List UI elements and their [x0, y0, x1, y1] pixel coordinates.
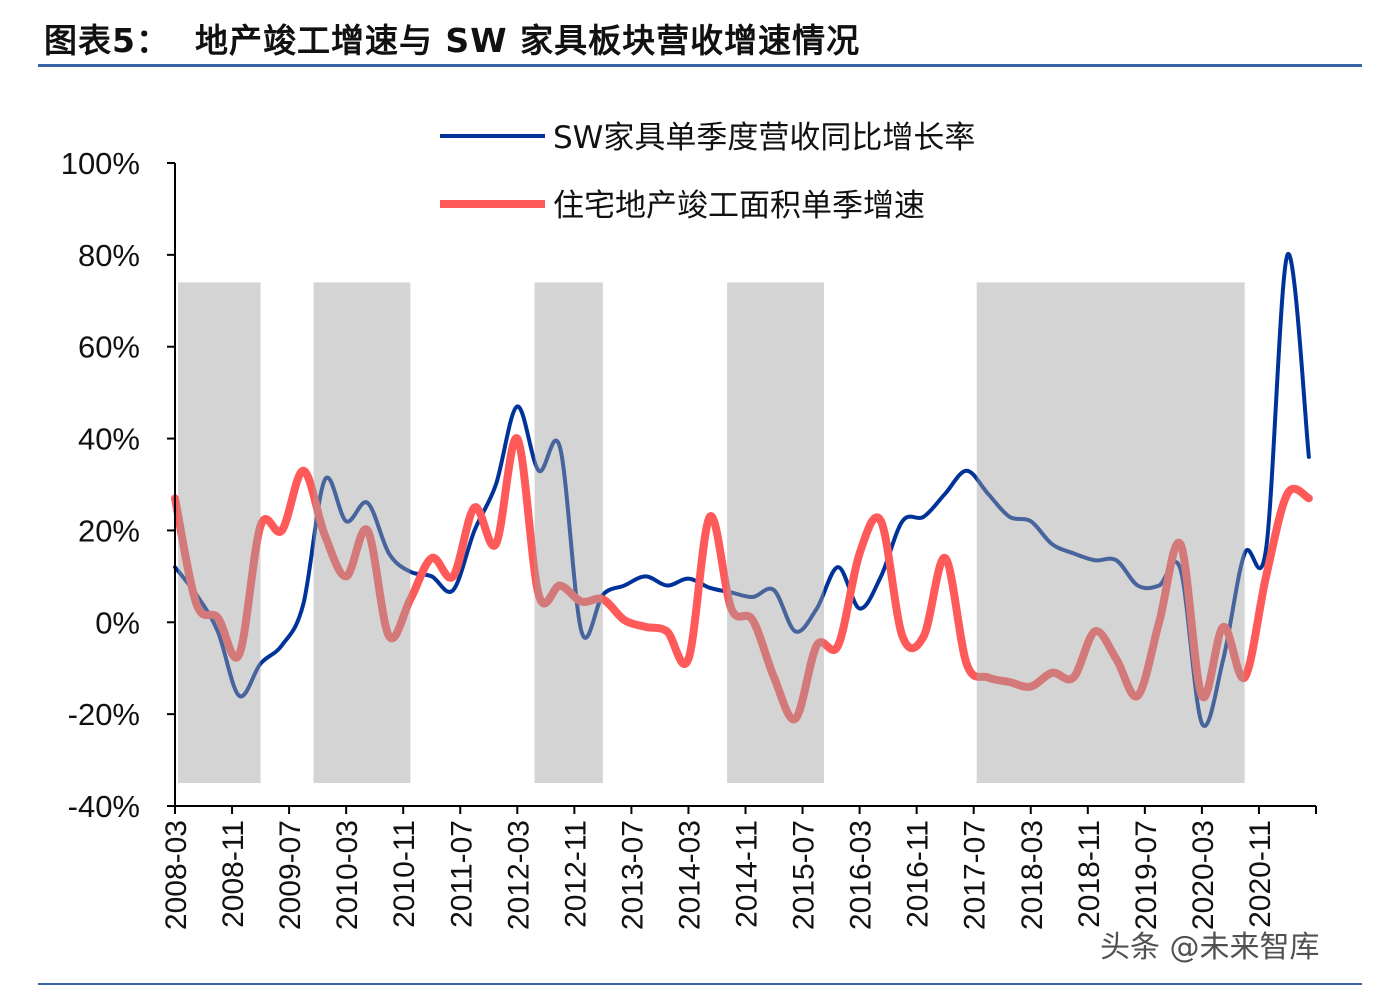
x-tick-label: 2008-11: [217, 820, 250, 928]
shade-layer: [178, 282, 1245, 784]
y-tick-label: 100%: [61, 146, 140, 181]
title-divider: [38, 64, 1362, 67]
x-tick-label: 2019-07: [1130, 820, 1163, 930]
x-tick-label: 2018-11: [1073, 820, 1106, 928]
legend-label-completion: 住宅地产竣工面积单季增速: [553, 188, 925, 224]
y-tick-label: 0%: [95, 605, 140, 640]
series-layer: [171, 252, 1313, 728]
y-tick-label: -20%: [68, 697, 140, 732]
x-tick-label: 2013-07: [616, 820, 649, 930]
x-tick-label: 2018-03: [1016, 820, 1049, 930]
x-tick-label: 2010-03: [331, 820, 364, 930]
y-tick-label: -40%: [68, 789, 140, 824]
x-tick-label: 2016-11: [902, 820, 935, 928]
y-tick-label: 20%: [78, 513, 140, 548]
x-tick-label: 2014-03: [673, 820, 706, 930]
x-tick-label: 2020-11: [1244, 820, 1277, 928]
shaded-period: [313, 282, 411, 784]
page-title: 图表5： 地产竣工增速与 SW 家具板块营收增速情况: [44, 21, 861, 60]
x-tick-label: 2014-11: [731, 820, 764, 928]
legend-label-revenue: SW家具单季度营收同比增长率: [553, 120, 975, 156]
y-tick-label: 40%: [78, 422, 140, 457]
watermark: 头条 @未来智库: [1100, 930, 1320, 965]
x-tick-label: 2016-03: [845, 820, 878, 930]
shaded-period: [727, 282, 824, 784]
shaded-period: [976, 282, 1245, 784]
x-tick-label: 2009-07: [274, 820, 307, 930]
x-tick-label: 2011-07: [445, 820, 478, 928]
x-tick-label: 2012-11: [559, 820, 592, 928]
shaded-period: [178, 282, 261, 784]
x-tick-label: 2010-11: [388, 820, 421, 928]
series-line-completion: [171, 434, 1313, 724]
y-tick-label: 60%: [78, 330, 140, 365]
x-tick-label: 2020-03: [1187, 820, 1220, 930]
x-tick-label: 2017-07: [959, 820, 992, 930]
x-tick-label: 2015-07: [788, 820, 821, 930]
x-tick-label: 2008-03: [160, 820, 193, 930]
shaded-period: [534, 282, 603, 784]
y-tick-label: 80%: [78, 238, 140, 273]
axis-layer: -40% -20% 0% 20% 40% 60% 80% 100% 2008-03 2008-11…: [61, 146, 1317, 930]
bottom-divider: [38, 983, 1362, 985]
legend: SW家具单季度营收同比增长率 住宅地产竣工面积单季增速: [440, 120, 975, 224]
x-tick-label: 2012-03: [502, 820, 535, 930]
